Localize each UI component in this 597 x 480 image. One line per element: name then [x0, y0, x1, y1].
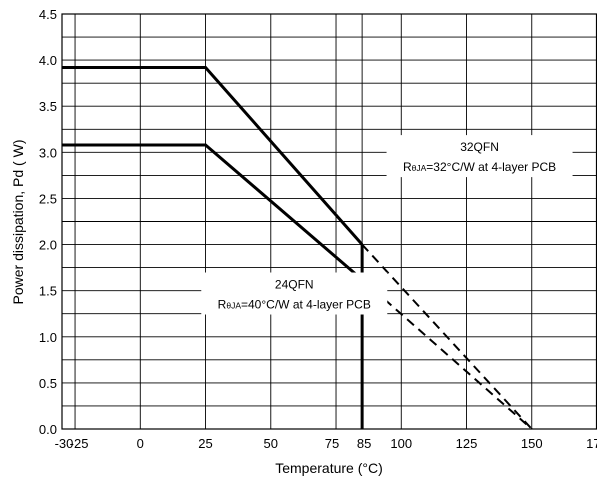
y-tick-label: 2.5 [39, 191, 57, 206]
series-line-dashed [361, 278, 533, 430]
annotation-rth: RθJA=40°C/W at 4-layer PCB [218, 298, 371, 312]
y-tick-label: 0.0 [39, 422, 57, 437]
grid-layer [61, 13, 597, 430]
y-tick-label: 2.0 [39, 238, 57, 253]
annotation-title: 24QFN [275, 278, 314, 292]
x-tick-label: 125 [456, 436, 478, 451]
y-tick-label: 4.5 [39, 7, 57, 22]
x-tick-label: 25 [198, 436, 212, 451]
x-tick-label: 150 [521, 436, 543, 451]
x-tick-label: 85 [357, 436, 371, 451]
annotation-box [201, 272, 388, 315]
y-tick-label: 4.0 [39, 53, 57, 68]
series-line-solid [62, 143, 364, 281]
axis-layer: -30-25 0 25 50 75 85 100 125 150 175 0.0 0.5 1.0 1.5 2… [39, 7, 597, 451]
series-layer [62, 65, 533, 430]
series-line-solid [62, 65, 364, 246]
y-tick-label: 3.5 [39, 99, 57, 114]
annotation-title: 32QFN [460, 140, 499, 154]
x-tick-label: 175 [586, 436, 597, 451]
x-tick-label: 50 [264, 436, 278, 451]
x-tick-label: 100 [390, 436, 412, 451]
x-axis-title: Temperature (°C) [275, 460, 383, 476]
annotation-box [386, 135, 573, 178]
annotation-layer: 32QFN RθJA=32°C/W at 4-layer PCB 24QFN RθJA… [201, 135, 573, 315]
y-tick-label: 0.5 [39, 376, 57, 391]
series-line-dashed [361, 243, 533, 430]
y-tick-label: 3.0 [39, 145, 57, 160]
x-tick-label: -25 [70, 436, 89, 451]
x-tick-label: 75 [325, 436, 339, 451]
x-tick-label: -30 [55, 436, 74, 451]
x-tick-label: 0 [137, 436, 144, 451]
y-tick-label: 1.5 [39, 284, 57, 299]
annotation-rth: RθJA=32°C/W at 4-layer PCB [403, 160, 556, 174]
y-tick-label: 1.0 [39, 330, 57, 345]
y-axis-title: Power dissipation, Pd ( W) [10, 140, 26, 305]
